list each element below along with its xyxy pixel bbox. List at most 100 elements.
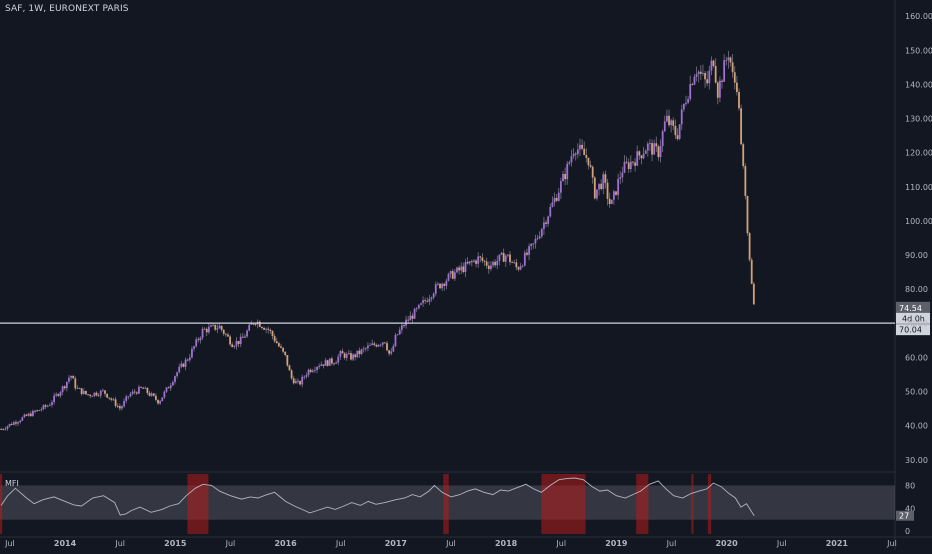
candle[interactable] <box>222 328 225 336</box>
candle[interactable] <box>265 327 268 334</box>
candle[interactable] <box>564 167 567 186</box>
candle[interactable] <box>687 96 690 105</box>
candle-body[interactable] <box>632 161 634 163</box>
candle-body[interactable] <box>509 254 511 263</box>
candle[interactable] <box>186 358 189 362</box>
candle[interactable] <box>744 163 747 200</box>
candle[interactable] <box>466 257 469 265</box>
candle-body[interactable] <box>657 146 660 158</box>
candle-body[interactable] <box>343 353 346 358</box>
candle[interactable] <box>309 368 312 374</box>
candle-body[interactable] <box>574 153 577 155</box>
candle[interactable] <box>752 281 755 305</box>
candle[interactable] <box>263 326 265 331</box>
candle-body[interactable] <box>129 393 132 397</box>
candle[interactable] <box>532 243 535 249</box>
candle-body[interactable] <box>547 216 550 224</box>
time-axis-tick-label[interactable]: 2020 <box>715 539 738 548</box>
candle[interactable] <box>216 324 219 334</box>
candle[interactable] <box>95 391 98 397</box>
candle[interactable] <box>343 352 346 360</box>
candle[interactable] <box>87 394 89 396</box>
candle[interactable] <box>46 404 49 408</box>
candle[interactable] <box>670 118 673 133</box>
candle-body[interactable] <box>738 91 740 109</box>
candle-body[interactable] <box>280 346 282 348</box>
candle-body[interactable] <box>142 387 145 389</box>
candle-body[interactable] <box>316 366 318 370</box>
candle[interactable] <box>171 380 174 387</box>
candle[interactable] <box>53 392 56 405</box>
candle[interactable] <box>409 311 412 321</box>
candle[interactable] <box>150 391 153 397</box>
candle[interactable] <box>360 348 363 356</box>
candle[interactable] <box>350 350 352 361</box>
candle-body[interactable] <box>25 414 28 416</box>
candle[interactable] <box>470 259 473 267</box>
candle[interactable] <box>731 53 734 78</box>
price-axis-tick-label[interactable]: 50.00 <box>905 388 928 397</box>
candle[interactable] <box>708 65 711 90</box>
time-axis-tick-label[interactable]: Jul <box>114 539 125 548</box>
candle-body[interactable] <box>600 183 603 190</box>
candle[interactable] <box>598 183 600 196</box>
candle-body[interactable] <box>375 344 378 347</box>
candle[interactable] <box>10 422 13 426</box>
candle-body[interactable] <box>685 102 687 104</box>
candle[interactable] <box>547 215 550 227</box>
candle-body[interactable] <box>557 192 560 201</box>
candle[interactable] <box>330 356 333 366</box>
time-axis-tick-label[interactable]: 2017 <box>385 539 407 548</box>
candle[interactable] <box>68 374 70 384</box>
candle-body[interactable] <box>528 246 530 255</box>
candle[interactable] <box>398 327 401 336</box>
candle-body[interactable] <box>485 261 488 266</box>
mfi-pane[interactable] <box>0 474 895 534</box>
candle-body[interactable] <box>403 325 405 327</box>
candle[interactable] <box>167 386 170 389</box>
candle[interactable] <box>585 148 588 163</box>
candle-body[interactable] <box>27 413 30 416</box>
candle[interactable] <box>437 282 439 286</box>
candle[interactable] <box>610 199 613 205</box>
candle-body[interactable] <box>314 369 316 371</box>
candle-body[interactable] <box>150 393 153 396</box>
candle-body[interactable] <box>87 394 89 396</box>
candle-body[interactable] <box>415 308 418 310</box>
candle-body[interactable] <box>591 166 594 178</box>
time-axis-tick-label[interactable]: Jul <box>225 539 236 548</box>
candle[interactable] <box>462 262 465 274</box>
candle-body[interactable] <box>441 283 444 289</box>
candle[interactable] <box>655 136 658 152</box>
time-axis-tick-label[interactable]: Jul <box>335 539 346 548</box>
candle-body[interactable] <box>203 328 206 330</box>
candle-body[interactable] <box>57 394 60 396</box>
candle[interactable] <box>38 409 41 411</box>
candle-body[interactable] <box>481 257 484 261</box>
candle-body[interactable] <box>350 353 352 360</box>
candle-body[interactable] <box>487 265 490 269</box>
candle[interactable] <box>417 304 420 310</box>
candle-body[interactable] <box>193 346 195 349</box>
candle-body[interactable] <box>445 280 448 286</box>
price-axis-tick-label[interactable]: 90.00 <box>905 251 928 260</box>
candle[interactable] <box>545 219 547 228</box>
candle-body[interactable] <box>216 328 219 330</box>
candle[interactable] <box>604 170 607 189</box>
candle-body[interactable] <box>210 325 212 327</box>
candle-body[interactable] <box>468 261 471 264</box>
candle[interactable] <box>668 109 670 128</box>
candle[interactable] <box>322 364 325 369</box>
candle[interactable] <box>239 333 242 348</box>
candle[interactable] <box>199 336 202 344</box>
candle-body[interactable] <box>297 380 299 382</box>
candle[interactable] <box>106 393 109 399</box>
candle-body[interactable] <box>379 344 382 346</box>
candle[interactable] <box>197 337 200 343</box>
candle[interactable] <box>127 396 130 400</box>
candle-body[interactable] <box>93 392 96 397</box>
candle[interactable] <box>428 294 431 305</box>
candle-body[interactable] <box>76 387 79 389</box>
